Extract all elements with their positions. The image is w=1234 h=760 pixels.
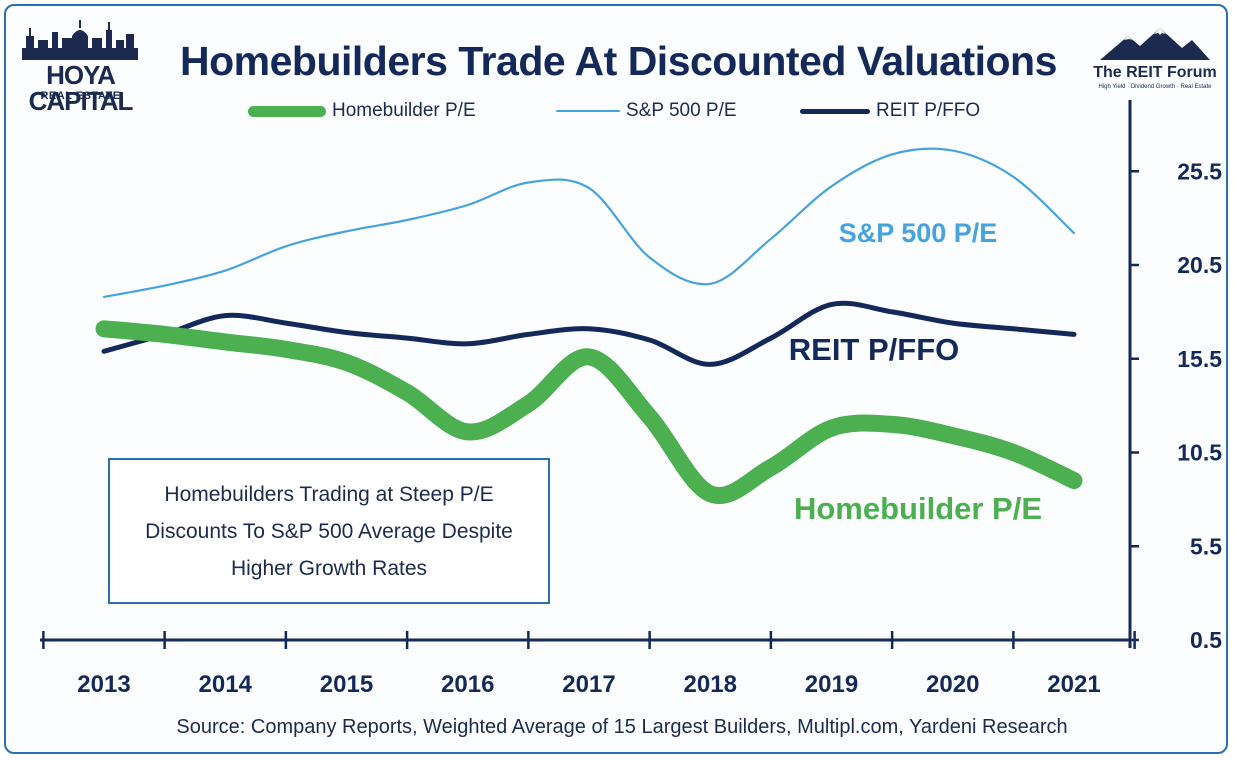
legend-swatch-homebuilder [248, 105, 326, 117]
hoya-capital-logo: HOYA CAPITAL REAL ESTATE [18, 18, 143, 114]
x-tick-label: 2017 [562, 671, 615, 698]
series-inline-label: Homebuilder P/E [794, 491, 1042, 526]
mountain-icon [1100, 28, 1210, 60]
skyline-icon [22, 20, 138, 60]
x-tick-label: 2021 [1047, 671, 1100, 698]
legend-label-sp500: S&P 500 P/E [626, 100, 737, 121]
x-tick-label: 2013 [77, 671, 130, 698]
legend-item-homebuilder: Homebuilder P/E [248, 100, 476, 122]
logo-left-sub: REAL ESTATE [40, 90, 121, 102]
source-note: Source: Company Reports, Weighted Averag… [176, 716, 1068, 738]
chart-title: Homebuilders Trade At Discounted Valuati… [180, 38, 1057, 84]
series-inline-label: REIT P/FFO [789, 332, 960, 367]
x-tick-label: 2018 [684, 671, 737, 698]
legend-item-sp500: S&P 500 P/E [556, 100, 737, 122]
chart-legend: Homebuilder P/E S&P 500 P/E REIT P/FFO [0, 100, 1234, 134]
annotation-text: Homebuilders Trading at Steep P/E Discou… [145, 482, 513, 580]
series-line-reit [101, 300, 1077, 367]
x-tick-label: 2019 [805, 671, 858, 698]
x-tick-label: 2014 [199, 671, 253, 698]
reit-forum-logo: The REIT Forum High Yield · Dividend Gro… [1090, 26, 1220, 96]
series-line-homebuilder [95, 320, 1083, 504]
logo-left-name: HOYA CAPITAL [28, 60, 134, 116]
legend-swatch-reit [800, 108, 870, 114]
x-tick-label: 2016 [441, 671, 494, 698]
y-tick-label: 10.5 [1177, 440, 1222, 466]
annotation-box: Homebuilders Trading at Steep P/E Discou… [108, 458, 550, 604]
x-tick-label: 2020 [926, 671, 979, 698]
logo-right-name: The REIT Forum [1093, 64, 1217, 81]
y-tick-label: 0.5 [1190, 627, 1222, 653]
legend-item-reit: REIT P/FFO [800, 100, 980, 122]
y-tick-label: 5.5 [1190, 533, 1222, 559]
y-tick-label: 20.5 [1177, 252, 1222, 278]
y-tick-label: 25.5 [1177, 158, 1222, 184]
logo-right-tagline: High Yield · Dividend Growth · Real Esta… [1098, 84, 1212, 90]
series-line-sp500 [102, 147, 1076, 298]
legend-label-homebuilder: Homebuilder P/E [332, 100, 476, 121]
series-inline-label: S&P 500 P/E [839, 218, 998, 248]
legend-swatch-sp500 [556, 110, 620, 112]
y-tick-label: 15.5 [1177, 346, 1222, 372]
legend-label-reit: REIT P/FFO [876, 100, 981, 121]
x-tick-label: 2015 [320, 671, 373, 698]
